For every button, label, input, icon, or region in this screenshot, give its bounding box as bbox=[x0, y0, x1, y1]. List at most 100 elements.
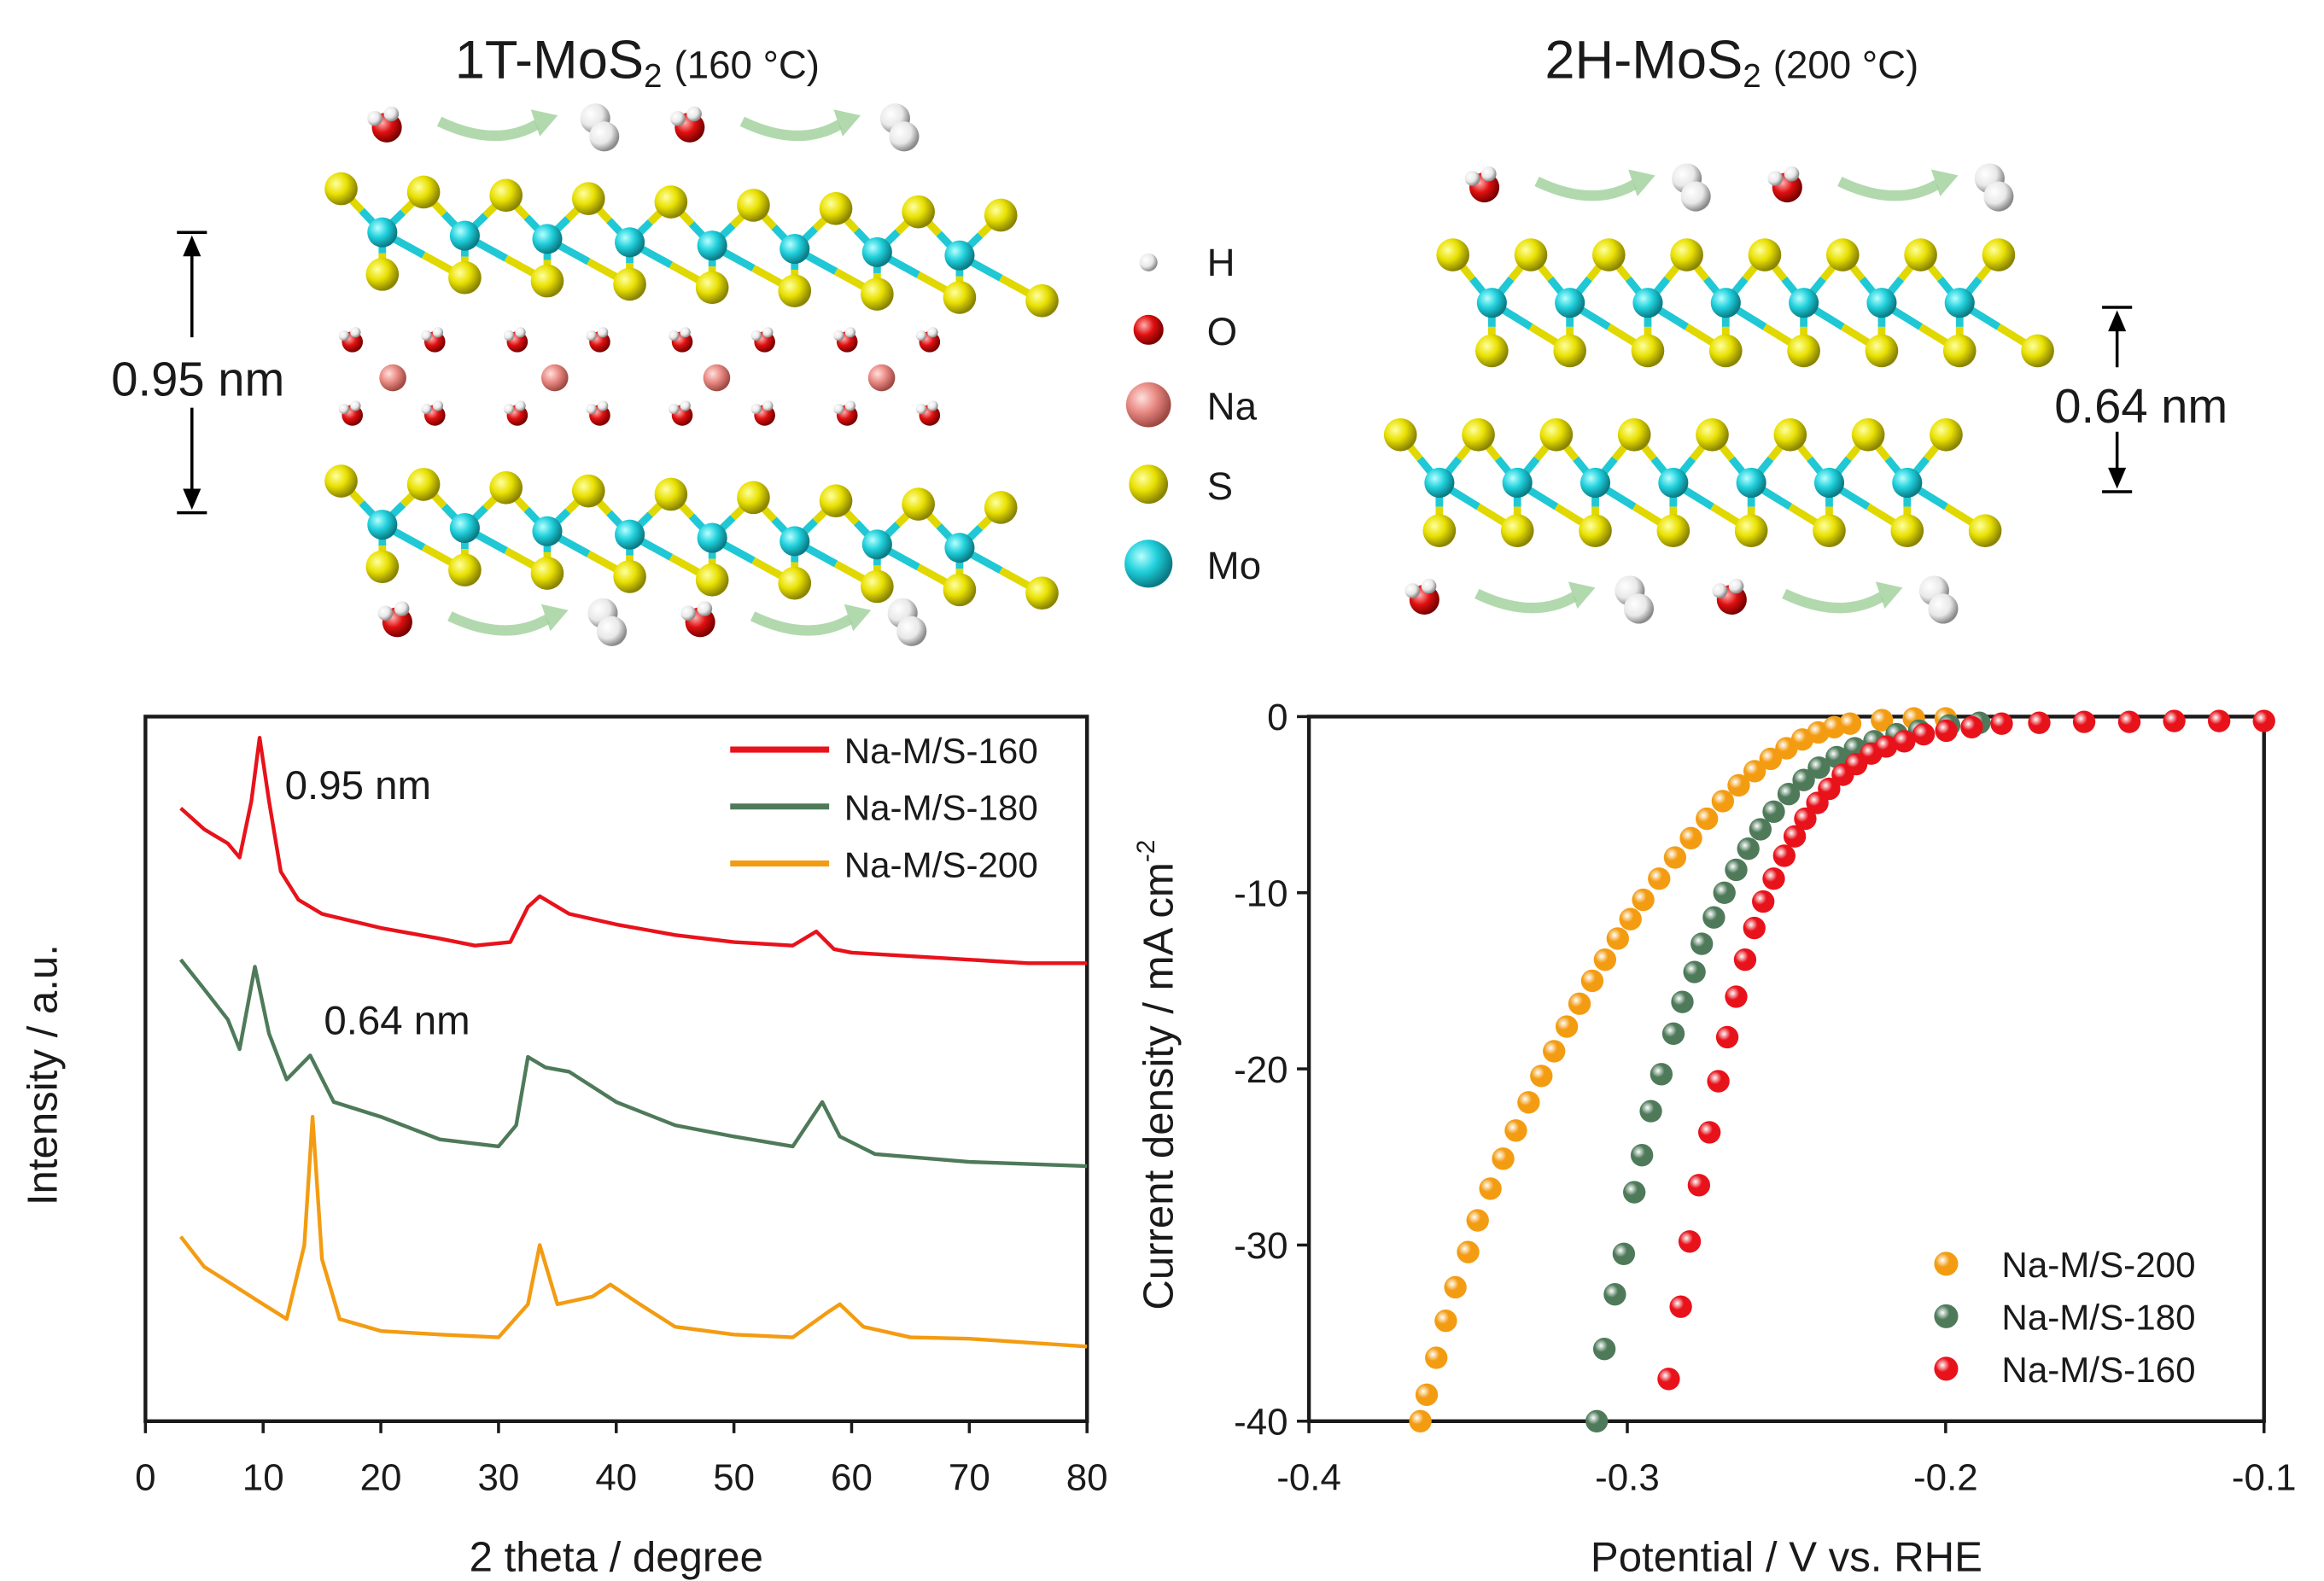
atom-legend-label: O bbox=[1207, 310, 1238, 353]
data-point bbox=[1530, 1065, 1553, 1088]
x-tick-label: 50 bbox=[713, 1457, 755, 1499]
data-point bbox=[1612, 1242, 1636, 1265]
sulfur-atom bbox=[737, 481, 770, 515]
atom-legend-label: S bbox=[1207, 464, 1233, 508]
molybdenum-atom bbox=[367, 510, 398, 540]
sodium-atom bbox=[1125, 382, 1171, 428]
data-point bbox=[2072, 710, 2096, 733]
data-point bbox=[1990, 712, 2013, 735]
legend-swatch bbox=[1934, 1356, 1959, 1381]
molybdenum-atom bbox=[1555, 288, 1585, 318]
data-point bbox=[2117, 710, 2141, 733]
data-point bbox=[1661, 1022, 1685, 1046]
hydrogen-atom bbox=[377, 605, 394, 621]
sulfur-atom bbox=[448, 553, 482, 586]
data-point bbox=[2252, 709, 2275, 732]
sulfur-atom bbox=[1514, 238, 1548, 271]
sulfur-atom bbox=[406, 175, 441, 209]
arrow-head bbox=[1628, 169, 1655, 197]
sulfur-atom bbox=[613, 560, 646, 593]
data-point bbox=[1733, 948, 1757, 971]
sulfur-atom bbox=[489, 178, 523, 213]
data-point bbox=[1871, 709, 1894, 732]
legend-label: Na-M/S-200 bbox=[2001, 1245, 2195, 1285]
sulfur-atom bbox=[819, 484, 853, 518]
hydrogen-atom bbox=[896, 615, 927, 646]
data-point bbox=[1603, 1283, 1626, 1306]
sulfur-atom bbox=[1462, 417, 1495, 452]
hydrogen-atom bbox=[1784, 166, 1800, 182]
hydrogen-atom bbox=[750, 403, 762, 415]
y-axis-label: Intensity / a.u. bbox=[20, 944, 67, 1205]
hydrogen-atom bbox=[596, 615, 628, 646]
data-point bbox=[1777, 783, 1801, 806]
spacing-label: 0.64 nm bbox=[2054, 379, 2228, 433]
y-tick-label: -20 bbox=[1234, 1049, 1288, 1091]
sulfur-atom bbox=[1865, 334, 1899, 368]
sulfur-atom bbox=[861, 569, 894, 604]
hydrogen-atom bbox=[432, 327, 444, 338]
hydrogen-atom bbox=[515, 327, 526, 338]
oxygen-atom bbox=[1133, 314, 1164, 345]
data-point bbox=[1960, 715, 1983, 738]
series-line bbox=[178, 1115, 1088, 1349]
x-axis-label: Potential / V vs. RHE bbox=[1591, 1533, 1982, 1580]
data-point bbox=[1444, 1275, 1467, 1299]
hydrogen-atom bbox=[515, 400, 526, 411]
molybdenum-atom bbox=[780, 526, 810, 557]
hydrogen-atom bbox=[597, 327, 609, 338]
sulfur-atom bbox=[1813, 514, 1846, 547]
y-axis-label-text: Intensity / a.u. bbox=[20, 944, 67, 1205]
hydrogen-atom bbox=[1139, 253, 1158, 271]
hydrogen-atom bbox=[927, 327, 938, 338]
molybdenum-atom bbox=[1736, 467, 1766, 499]
hydrogen-atom bbox=[421, 330, 432, 341]
formula: 2H-MoS bbox=[1544, 30, 1743, 90]
hydrogen-atom bbox=[1680, 181, 1711, 212]
sulfur-atom bbox=[1696, 417, 1729, 452]
sulfur-atom bbox=[984, 491, 1018, 524]
sulfur-atom bbox=[1787, 334, 1820, 368]
hydrogen-atom bbox=[350, 400, 361, 411]
hydrogen-atom bbox=[1404, 583, 1421, 598]
y-tick-label: 0 bbox=[1267, 697, 1288, 738]
formula: 1T-MoS bbox=[455, 30, 644, 90]
sodium-atom bbox=[867, 364, 896, 392]
legend-label: Na-M/S-200 bbox=[844, 844, 1038, 884]
sulfur-atom bbox=[1968, 514, 2002, 547]
sulfur-atom bbox=[406, 468, 441, 501]
data-point bbox=[1687, 1174, 1711, 1197]
hydrogen-atom bbox=[586, 330, 597, 341]
sulfur-atom bbox=[1025, 283, 1059, 318]
arrow-head bbox=[1875, 581, 1903, 609]
subscript: 2 bbox=[1743, 58, 1761, 95]
hydrogen-atom bbox=[586, 403, 597, 415]
hydrogen-atom bbox=[669, 110, 686, 126]
hydrogen-atom bbox=[844, 400, 856, 411]
annotation: 0.95 nm bbox=[285, 763, 431, 808]
sulfur-atom bbox=[695, 563, 729, 597]
hydrogen-atom bbox=[1623, 593, 1655, 624]
data-point bbox=[1690, 932, 1714, 955]
sulfur-atom bbox=[571, 474, 605, 508]
data-point bbox=[2163, 709, 2186, 732]
series-line bbox=[178, 958, 1088, 1169]
sulfur-atom bbox=[530, 557, 564, 590]
hydrogen-atom bbox=[1928, 593, 1959, 624]
molybdenum-atom bbox=[615, 519, 645, 550]
hydrogen-atom bbox=[833, 330, 844, 341]
sulfur-atom bbox=[1890, 514, 1924, 547]
sulfur-atom bbox=[1383, 417, 1417, 452]
data-point bbox=[1409, 1409, 1432, 1432]
data-point bbox=[1648, 867, 1671, 890]
data-point bbox=[1678, 1230, 1702, 1253]
x-tick-label: 40 bbox=[595, 1457, 637, 1499]
x-tick-label: 60 bbox=[831, 1457, 873, 1499]
data-point bbox=[1657, 1368, 1680, 1391]
annotation: 0.64 nm bbox=[324, 999, 470, 1044]
sulfur-atom bbox=[1025, 576, 1059, 610]
data-point bbox=[1893, 730, 1916, 753]
molybdenum-atom bbox=[532, 516, 563, 546]
